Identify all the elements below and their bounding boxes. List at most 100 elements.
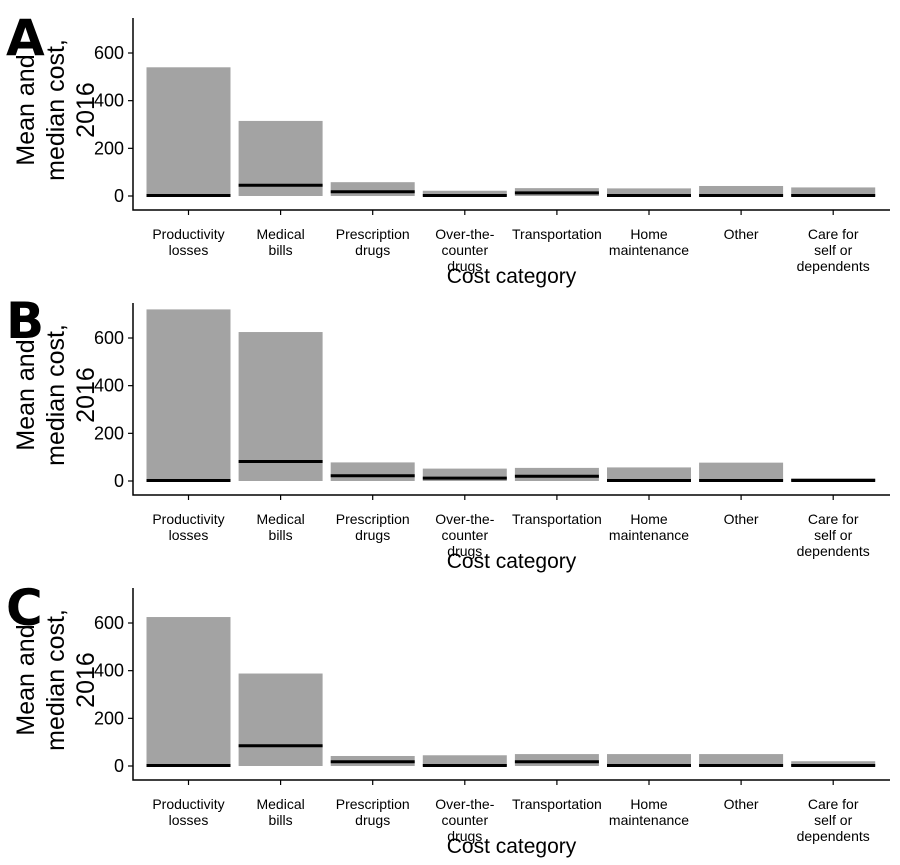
bar-mean-medical-bills xyxy=(238,673,323,766)
x-tick-label-line: Productivity xyxy=(152,796,224,812)
x-tick-label-line: self or xyxy=(814,242,852,258)
x-tick-label-line: maintenance xyxy=(609,527,689,543)
x-tick-label-line: Transportation xyxy=(512,511,602,527)
x-tick-label: Care for self or dependents xyxy=(797,226,870,274)
x-tick-label: Transportation xyxy=(512,796,602,812)
x-tick-label: Transportation xyxy=(512,511,602,527)
bar-mean-prescription-drugs xyxy=(330,182,415,196)
bar-mean-home-maintenance xyxy=(607,188,691,196)
panel-letter: A xyxy=(6,9,45,67)
x-tick-label-line: counter xyxy=(441,812,488,828)
x-tick-label: Over-the-counter drugs xyxy=(435,226,494,274)
x-tick-label-line: dependents xyxy=(797,258,870,274)
x-tick-label-line: Over-the- xyxy=(435,796,494,812)
x-tick-label-line: Prescription xyxy=(336,796,410,812)
x-tick-label-line: drugs xyxy=(447,258,482,274)
x-tick-label-line: Care for xyxy=(808,796,859,812)
bar-mean-home-maintenance xyxy=(607,467,691,481)
panel-letter: C xyxy=(6,579,43,637)
x-tick-label-line: Other xyxy=(724,226,759,242)
bar-mean-transportation xyxy=(514,754,599,766)
x-tick-label: Prescription drugs xyxy=(336,796,410,828)
x-tick-label-line: maintenance xyxy=(609,242,689,258)
x-tick-label-line: bills xyxy=(269,812,293,828)
x-tick-label: Prescription drugs xyxy=(336,226,410,258)
y-axis-label-line: median cost, xyxy=(42,609,70,751)
x-tick-label-line: dependents xyxy=(797,828,870,844)
x-tick-label-line: drugs xyxy=(355,527,390,543)
y-tick-label: 600 xyxy=(94,328,124,348)
x-tick-label-line: drugs xyxy=(355,242,390,258)
y-axis-label-line: 2016 xyxy=(72,82,100,138)
x-tick-label: Over-the-counter drugs xyxy=(435,511,494,559)
x-tick-label: Prescription drugs xyxy=(336,511,410,543)
bar-mean-productivity-losses xyxy=(146,617,231,766)
y-axis-label: Mean and median cost, 2016 xyxy=(12,609,100,751)
x-tick-label-line: Over-the- xyxy=(435,226,494,242)
x-tick-label-line: Care for xyxy=(808,511,859,527)
x-tick-label-line: self or xyxy=(814,812,852,828)
y-tick-label: 0 xyxy=(114,186,124,206)
axes xyxy=(132,303,890,496)
x-tick-label-line: losses xyxy=(169,242,209,258)
x-tick-label: Home maintenance xyxy=(609,796,689,828)
x-tick-label-line: Other xyxy=(724,511,759,527)
y-tick-label: 400 xyxy=(94,661,124,681)
x-tick-label: Productivity losses xyxy=(152,226,224,258)
bar-mean-other xyxy=(699,185,784,196)
x-tick-label-line: Home xyxy=(630,796,668,812)
x-tick-label: Other xyxy=(724,226,759,242)
x-tick-label: Medical bills xyxy=(256,796,304,828)
y-axis-label-line: Mean and xyxy=(12,54,40,165)
y-axis-label-line: median cost, xyxy=(42,324,70,466)
x-tick-label-line: maintenance xyxy=(609,812,689,828)
x-tick-label-line: Medical xyxy=(256,511,304,527)
x-tick-label: Care for self or dependents xyxy=(797,511,870,559)
x-tick-label: Medical bills xyxy=(256,226,304,258)
x-tick-label: Other xyxy=(724,796,759,812)
x-tick-label: Over-the-counter drugs xyxy=(435,796,494,844)
y-tick-label: 200 xyxy=(94,423,124,443)
x-tick-label-line: bills xyxy=(269,527,293,543)
y-axis-label-line: 2016 xyxy=(72,652,100,708)
y-tick-label: 200 xyxy=(94,708,124,728)
bar-mean-productivity-losses xyxy=(146,309,231,481)
bar-mean-other xyxy=(699,462,784,481)
x-tick-label: Other xyxy=(724,511,759,527)
y-tick-label: 0 xyxy=(114,756,124,776)
x-axis-title: Cost category xyxy=(447,550,577,573)
x-tick-label-line: self or xyxy=(814,527,852,543)
y-tick-label: 0 xyxy=(114,471,124,491)
x-tick-label-line: Transportation xyxy=(512,226,602,242)
bar-mean-care-for-self-or-dependents xyxy=(791,761,876,766)
x-tick-label-line: Medical xyxy=(256,226,304,242)
bar-mean-over-the-counter-drugs xyxy=(422,755,507,766)
axes xyxy=(132,588,890,781)
x-tick-label: Medical bills xyxy=(256,511,304,543)
x-tick-label: Productivity losses xyxy=(152,796,224,828)
x-tick-label: Home maintenance xyxy=(609,226,689,258)
x-tick-label-line: drugs xyxy=(447,543,482,559)
x-tick-label-line: counter xyxy=(441,527,488,543)
x-tick-label-line: Prescription xyxy=(336,226,410,242)
bar-mean-transportation xyxy=(514,467,599,481)
y-axis-label-line: median cost, xyxy=(42,39,70,181)
x-tick-label-line: drugs xyxy=(355,812,390,828)
y-axis-label-line: 2016 xyxy=(72,367,100,423)
y-tick-label: 600 xyxy=(94,613,124,633)
y-tick-label: 400 xyxy=(94,91,124,111)
y-axis-label-line: Mean and xyxy=(12,339,40,450)
x-tick-label-line: losses xyxy=(169,527,209,543)
panel-letter: B xyxy=(6,292,44,350)
y-axis-label: Mean and median cost, 2016 xyxy=(12,324,100,466)
x-tick-label-line: losses xyxy=(169,812,209,828)
bar-mean-prescription-drugs xyxy=(330,462,415,481)
x-tick-label-line: bills xyxy=(269,242,293,258)
bar-mean-home-maintenance xyxy=(607,754,691,766)
x-tick-label: Transportation xyxy=(512,226,602,242)
x-tick-label-line: drugs xyxy=(447,828,482,844)
